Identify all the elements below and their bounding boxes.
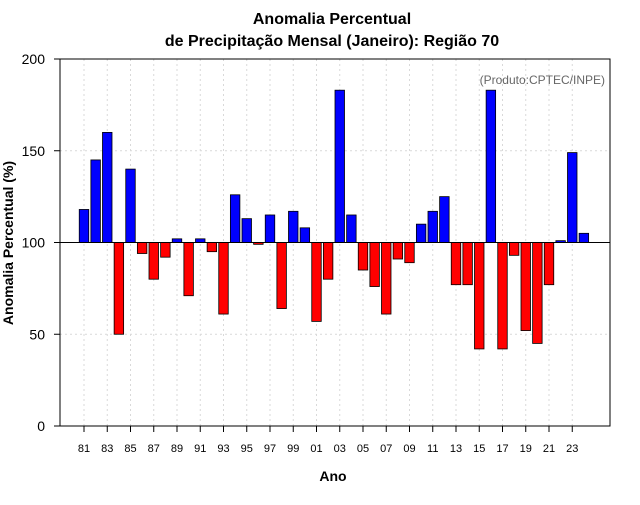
bar-2001 [311,242,322,322]
bar-2016 [485,89,497,243]
bar-1992 [206,242,218,253]
bar-1981 [78,209,90,243]
x-tick-label: 05 [357,443,369,455]
x-tick-label: 97 [264,443,276,455]
y-tick-label: 150 [22,143,46,159]
bar-2017 [497,242,508,350]
bar-2006 [369,242,380,287]
x-tick-label: 91 [194,443,206,455]
bar-1984 [113,242,125,335]
y-axis: 0 50 100 150 200 [22,51,60,434]
x-tick-label: 23 [566,443,578,455]
bar-1983 [102,131,113,243]
y-axis-label: Anomalia Percentual (%) [0,161,16,325]
y-tick-label: 0 [37,418,45,434]
x-tick-label: 07 [380,443,392,455]
bar-2023 [567,152,578,243]
x-tick-label: 17 [496,443,508,455]
bar-2002 [322,242,334,280]
x-tick-label: 99 [287,443,299,455]
bar-2010 [415,223,427,243]
bar-1986 [136,242,148,254]
bar-2011 [427,210,438,243]
y-tick-label: 200 [22,51,46,67]
chart-title-line-2: de Precipitação Mensal (Janeiro): Região… [165,33,499,50]
x-axis-label: Ano [319,468,346,484]
bar-1990 [183,242,194,297]
bar-2013 [450,242,462,286]
bar-2024 [578,232,590,243]
bar-1998 [276,242,287,309]
x-tick-label: 21 [543,443,555,455]
x-axis: 81 83 85 87 89 91 93 95 97 99 01 03 05 07 09 11 13 15 17 19… [78,426,578,455]
bar-2008 [392,242,404,260]
x-tick-label: 87 [148,443,160,455]
bar-1985 [125,168,136,243]
x-tick-label: 83 [101,443,113,455]
bar-2018 [508,242,520,256]
bar-layer [78,89,590,350]
x-tick-label: 89 [171,443,183,455]
bar-1999 [288,210,299,243]
bar-1997 [264,214,276,243]
bar-2009 [404,242,415,264]
bar-2005 [357,242,369,271]
bar-1987 [148,242,159,280]
bar-2007 [381,242,392,315]
x-tick-label: 85 [124,443,136,455]
bar-1982 [90,159,101,243]
bar-2014 [462,242,473,286]
bar-1993 [218,242,229,315]
bar-2000 [299,227,311,243]
bar-1988 [160,242,171,258]
x-tick-label: 15 [473,443,485,455]
bar-2019 [520,242,531,331]
chart-title-line-1: Anomalia Percentual [253,11,411,28]
x-tick-label: 01 [310,443,322,455]
bar-1991 [195,238,206,243]
bar-2004 [346,214,357,243]
x-tick-label: 11 [427,443,438,455]
x-tick-label: 93 [217,443,229,455]
bar-2020 [532,242,543,344]
bar-1989 [171,238,183,243]
y-tick-label: 50 [29,326,45,342]
x-tick-label: 09 [403,443,415,455]
bar-2012 [439,196,450,243]
x-tick-label: 19 [520,443,532,455]
x-tick-label: 13 [450,443,462,455]
y-tick-label: 100 [22,235,46,251]
bar-1994 [229,194,241,243]
grid-layer [60,59,610,426]
x-tick-label: 03 [334,443,346,455]
bar-2021 [543,242,555,286]
x-tick-label: 95 [241,443,253,455]
bar-1995 [241,218,252,243]
x-tick-label: 81 [78,443,90,455]
bar-2003 [334,89,345,243]
bar-2015 [474,242,485,350]
product-watermark: (Produto:CPTEC/INPE) [480,73,605,87]
